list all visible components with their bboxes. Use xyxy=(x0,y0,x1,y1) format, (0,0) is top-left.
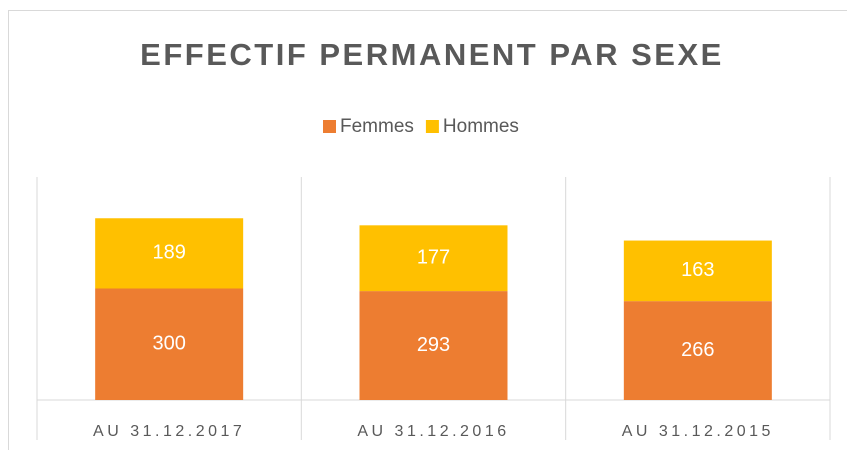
legend-label: Femmes xyxy=(340,116,414,137)
chart-title: EFFECTIF PERMANENT PAR SEXE xyxy=(140,37,724,72)
x-tick-label: AU 31.12.2015 xyxy=(622,423,774,440)
bar-segment xyxy=(623,240,772,302)
x-tick-label: AU 31.12.2016 xyxy=(357,423,509,440)
data-label: 293 xyxy=(417,334,450,356)
data-label: 177 xyxy=(417,246,450,268)
x-tick-label: AU 31.12.2017 xyxy=(93,423,245,440)
bar-segment xyxy=(95,288,244,400)
data-label: 266 xyxy=(681,339,714,361)
legend-swatch xyxy=(323,120,336,133)
bar-segment xyxy=(95,218,244,289)
legend-label: Hommes xyxy=(443,116,519,137)
data-label: 163 xyxy=(681,259,714,281)
bar-segment xyxy=(623,301,772,400)
bar-segment xyxy=(359,225,508,292)
bar-segment xyxy=(359,291,508,400)
data-label: 189 xyxy=(152,242,185,264)
legend-swatch xyxy=(425,120,439,133)
data-label: 300 xyxy=(152,333,185,355)
